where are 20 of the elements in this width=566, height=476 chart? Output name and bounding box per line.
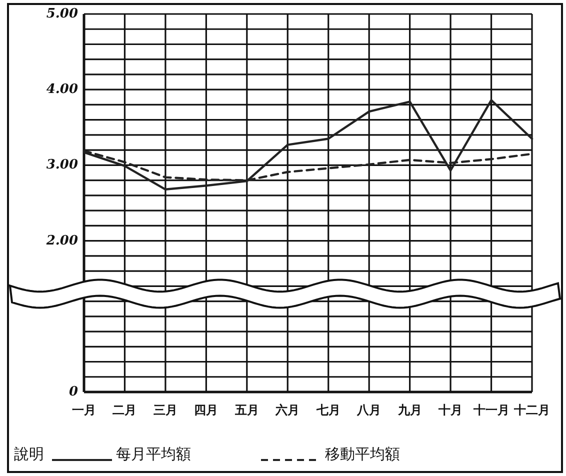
x-tick-label: 十二月	[513, 403, 550, 417]
y-tick-label: 3.00	[46, 158, 78, 173]
x-tick-label: 五月	[234, 403, 259, 417]
legend-label: 每月平均額	[116, 445, 191, 463]
x-tick-label: 十一月	[472, 403, 510, 417]
legend-label: 移動平均額	[325, 445, 400, 463]
x-tick-label: 十月	[438, 403, 463, 417]
x-tick-label: 二月	[112, 403, 137, 417]
x-tick-label: 六月	[274, 403, 300, 417]
legend-title: 說明	[14, 445, 44, 463]
x-tick-label: 八月	[356, 403, 382, 417]
x-tick-label: 一月	[72, 403, 96, 417]
x-tick-label: 九月	[396, 403, 422, 417]
x-tick-label: 三月	[153, 403, 178, 417]
y-tick-label: 5.00	[46, 6, 78, 22]
y-tick-label: 0	[68, 384, 78, 400]
y-tick-label: 4.00	[46, 82, 78, 98]
x-tick-label: 七月	[315, 403, 340, 417]
y-tick-label: 2.00	[45, 233, 78, 248]
x-tick-label: 四月	[194, 403, 218, 417]
